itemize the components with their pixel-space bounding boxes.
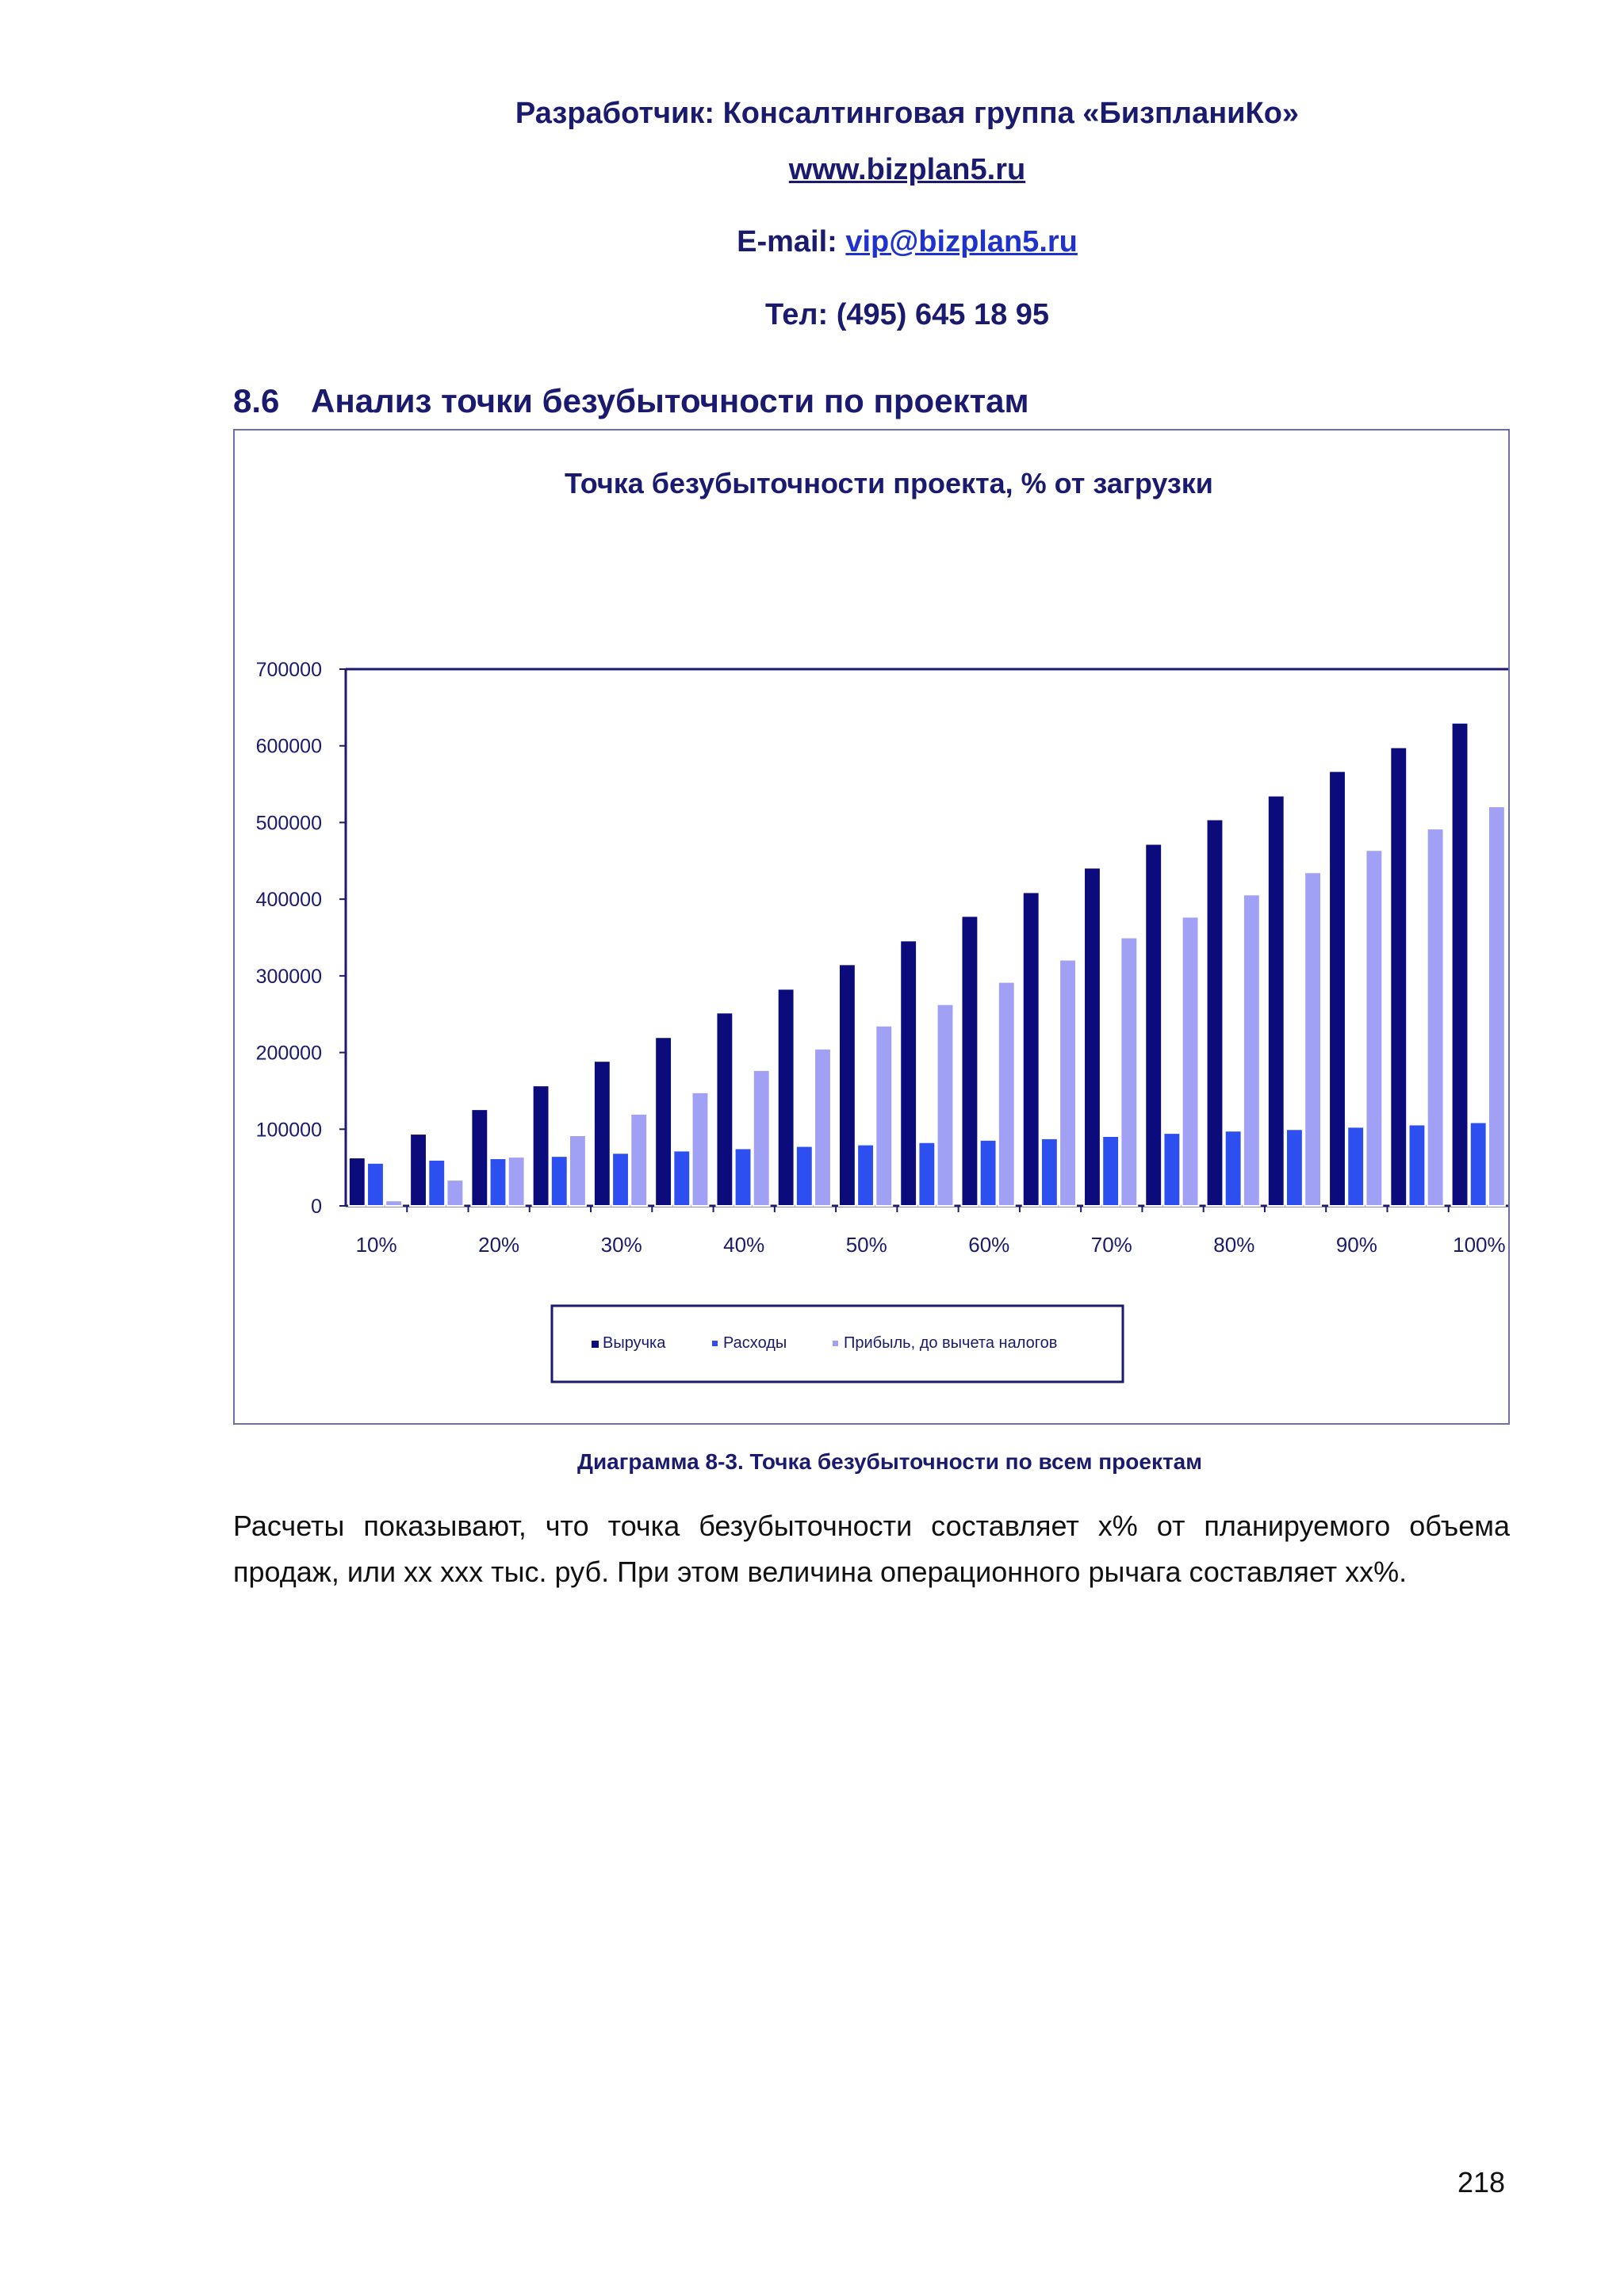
bar-revenue [347,1157,366,1207]
x-tick-label: 30% [601,1233,642,1257]
bar-revenue [1083,867,1101,1207]
bar-expenses [1346,1126,1365,1207]
bar-expenses [427,1158,446,1207]
bar-revenue [899,939,918,1207]
bar-revenue [1021,891,1040,1207]
email-link[interactable]: vip@bizplan5.ru [845,225,1078,258]
header-developer: Разработчик: Консалтинговая группа «Бизп… [515,97,1300,130]
section-title: Анализ точки безубыточности по проектам [311,382,1029,419]
bar-revenue [1144,843,1163,1207]
x-tick-label: 80% [1213,1233,1254,1257]
y-tick-label: 0 [311,1196,322,1218]
legend-swatch [592,1341,599,1348]
y-tick-label: 400000 [256,889,322,911]
x-tick-label: 90% [1336,1233,1377,1257]
bar-profit [1487,806,1506,1207]
body-paragraph: Расчеты показывают, что точка безубыточн… [233,1510,1510,1588]
header-phone: Тел: (495) 645 18 95 [764,298,1050,331]
bar-profit [630,1112,649,1207]
bar-profit [446,1179,465,1207]
bar-revenue [1205,818,1224,1207]
x-tick-label: 20% [478,1233,519,1257]
bar-expenses [1469,1121,1488,1207]
bar-revenue [531,1085,550,1207]
section-number: 8.6 [233,382,280,419]
email-label: E-mail: [737,225,846,258]
figure-caption: Диаграмма 8-3. Точка безубыточности по в… [577,1449,1202,1474]
bar-profit [1120,936,1139,1207]
bar-expenses [979,1138,998,1207]
bar-profit [691,1091,710,1207]
bar-revenue [837,963,856,1207]
bar-profit [385,1200,404,1207]
y-tick-label: 600000 [256,736,322,758]
bar-profit [936,1003,955,1207]
legend-label: Прибыль, до вычета налогов [844,1334,1057,1352]
x-tick-label: 60% [968,1233,1009,1257]
bar-revenue [1266,794,1285,1207]
bar-revenue [409,1133,427,1207]
legend-label: Выручка [603,1334,666,1352]
bar-revenue [654,1036,673,1207]
website-link[interactable]: www.bizplan5.ru [788,153,1026,186]
y-tick-label: 700000 [256,659,322,681]
bar-profit [569,1135,587,1207]
x-tick-label: 70% [1091,1233,1132,1257]
bar-revenue [1389,746,1408,1207]
bar-expenses [366,1161,385,1207]
page-number: 218 [1457,2166,1506,2198]
bar-profit [814,1047,832,1207]
bar-revenue [1328,770,1346,1207]
bar-revenue [470,1108,489,1207]
chart-frame: Точка безубыточности проекта, % от загру… [233,429,1510,1425]
bar-revenue [776,988,795,1207]
section-heading: 8.6 Анализ точки безубыточности по проект… [233,382,1029,420]
header-website: www.bizplan5.ru [95,153,1624,187]
y-tick-label: 200000 [256,1043,322,1065]
bar-expenses [672,1150,691,1207]
bar-expenses [795,1145,814,1207]
bar-expenses [1101,1135,1120,1207]
x-tick-label: 40% [723,1233,764,1257]
bar-revenue [592,1060,611,1207]
y-tick-label: 100000 [256,1119,322,1141]
breakeven-chart: Точка безубыточности проекта, % от загру… [256,467,1508,1383]
bar-profit [1242,894,1261,1207]
bar-profit [997,981,1016,1207]
legend-label: Расходы [723,1334,787,1352]
header-email: E-mail: vip@bizplan5.ru [95,225,1624,259]
bar-expenses [611,1152,630,1207]
bar-profit [1304,871,1323,1207]
bar-profit [507,1156,526,1207]
bar-expenses [1162,1132,1182,1207]
bar-profit [1426,828,1445,1207]
bar-profit [1059,959,1077,1207]
bar-expenses [1224,1130,1243,1207]
bar-revenue [1450,721,1469,1207]
x-tick-label: 50% [846,1233,887,1257]
bar-expenses [917,1141,936,1207]
bar-profit [752,1069,771,1207]
legend-swatch [712,1341,718,1346]
y-tick-label: 300000 [256,966,322,988]
bar-expenses [856,1143,875,1207]
bar-profit [1365,849,1384,1207]
y-tick-label: 500000 [256,812,322,834]
bar-profit [875,1024,894,1207]
x-tick-label: 10% [356,1233,397,1257]
bar-profit [1181,916,1200,1207]
chart-title: Точка безубыточности проекта, % от загру… [565,467,1213,499]
bar-expenses [1408,1123,1427,1207]
bar-revenue [715,1012,734,1207]
bar-expenses [1040,1137,1059,1207]
bar-expenses [733,1147,753,1207]
bar-expenses [488,1158,508,1207]
x-tick-label: 100% [1453,1233,1506,1257]
legend-swatch [833,1341,838,1346]
bar-expenses [550,1155,569,1207]
bar-revenue [960,915,979,1207]
bar-expenses [1285,1128,1304,1207]
